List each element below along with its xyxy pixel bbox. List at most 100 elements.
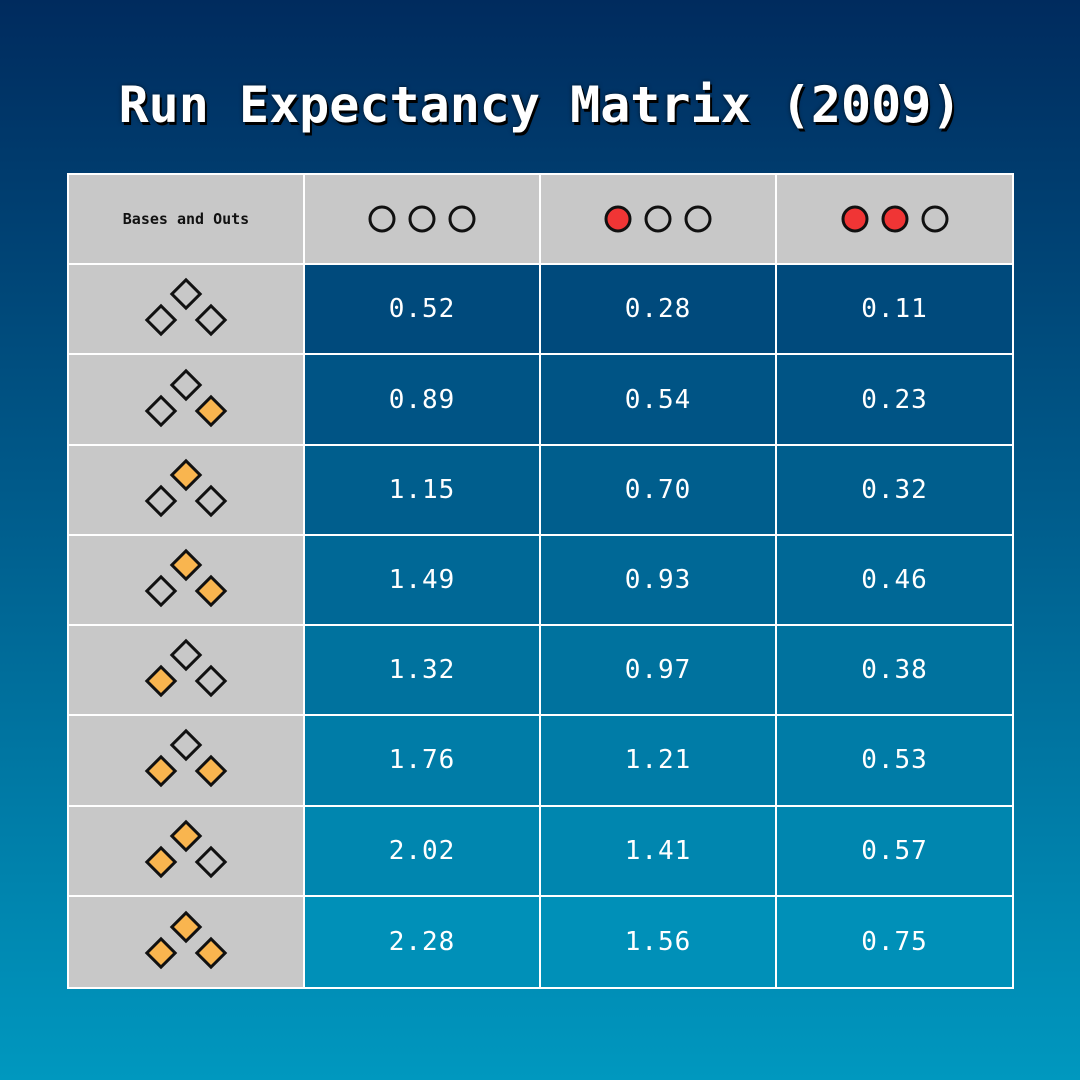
matrix-cell: 0.11 [777, 265, 1012, 356]
run-expectancy-value: 0.57 [861, 835, 928, 866]
third-base-empty [144, 574, 178, 608]
second-base-empty [169, 729, 203, 762]
outs-indicator-icon [368, 205, 476, 233]
matrix-cell: 0.38 [777, 626, 1012, 717]
run-expectancy-value: 0.89 [388, 384, 456, 415]
row-header-base-state [69, 626, 305, 717]
base-diamond-icon [144, 638, 228, 698]
base-diamond-icon [144, 729, 228, 788]
corner-label: Bases and Outs [122, 210, 250, 229]
matrix-cell: 0.32 [777, 445, 1012, 536]
out-empty-marker [408, 205, 436, 233]
run-expectancy-value: 0.28 [624, 294, 692, 325]
matrix-cell: 1.49 [305, 535, 541, 627]
first-base-occupied [194, 755, 228, 788]
first-base-occupied [194, 936, 228, 970]
third-base-occupied [144, 664, 178, 698]
first-base-empty [194, 664, 228, 698]
out-recorded-marker [841, 205, 868, 233]
row-header-base-state [69, 265, 305, 356]
out-empty-marker [921, 205, 948, 233]
run-expectancy-value: 0.70 [624, 474, 692, 505]
first-base-empty [194, 484, 228, 518]
out-empty-marker [368, 205, 396, 233]
header-corner-cell: Bases and Outs [69, 175, 305, 266]
matrix-cell: 0.53 [777, 716, 1012, 807]
row-header-base-state [69, 716, 305, 807]
run-expectancy-value: 0.75 [861, 926, 928, 957]
matrix-cell: 0.52 [305, 265, 541, 356]
matrix-cell: 0.75 [777, 896, 1012, 987]
third-base-occupied [144, 845, 178, 878]
run-expectancy-value: 1.41 [624, 835, 692, 866]
first-base-occupied [194, 394, 228, 427]
outs-indicator-icon [604, 205, 712, 233]
second-base-occupied [169, 548, 203, 582]
out-empty-marker [644, 205, 672, 233]
run-expectancy-value: 2.28 [388, 926, 456, 957]
base-diamond-icon [144, 819, 228, 878]
matrix-cell: 0.46 [777, 535, 1012, 627]
second-base-empty [169, 368, 203, 401]
out-empty-marker [684, 205, 712, 233]
matrix-cell: 0.70 [541, 445, 777, 536]
second-base-occupied [169, 819, 203, 852]
run-expectancy-value: 0.93 [624, 564, 692, 595]
run-expectancy-value: 0.54 [624, 384, 692, 415]
run-expectancy-value: 0.46 [861, 564, 928, 595]
third-base-empty [144, 484, 178, 518]
base-diamond-icon [144, 910, 228, 970]
column-header-2-outs [777, 175, 1012, 266]
third-base-occupied [144, 755, 178, 788]
matrix-cell: 1.56 [541, 896, 777, 987]
base-diamond-icon [144, 368, 228, 427]
base-diamond-icon [144, 278, 228, 337]
row-header-base-state [69, 806, 305, 897]
first-base-empty [194, 845, 228, 878]
row-header-base-state [69, 896, 305, 987]
matrix-cell: 0.54 [541, 355, 777, 446]
run-expectancy-value: 0.97 [624, 655, 692, 686]
chart-title: Run Expectancy Matrix (2009) [118, 76, 962, 134]
column-header-0-outs [305, 175, 541, 266]
run-expectancy-value: 2.02 [388, 835, 456, 866]
third-base-empty [144, 304, 178, 337]
run-expectancy-value: 1.56 [624, 926, 692, 957]
third-base-occupied [144, 936, 178, 970]
matrix-cell: 0.23 [777, 355, 1012, 446]
run-expectancy-value: 0.23 [861, 384, 928, 415]
outs-indicator-icon [841, 205, 948, 233]
run-expectancy-value: 1.76 [388, 745, 456, 776]
base-diamond-icon [144, 548, 228, 608]
second-base-occupied [169, 910, 203, 944]
matrix-cell: 0.93 [541, 535, 777, 627]
third-base-empty [144, 394, 178, 427]
out-recorded-marker [604, 205, 632, 233]
run-expectancy-value: 0.32 [861, 474, 928, 505]
matrix-cell: 0.28 [541, 265, 777, 356]
row-header-base-state [69, 355, 305, 446]
row-header-base-state [69, 535, 305, 627]
row-header-base-state [69, 445, 305, 536]
matrix-cell: 0.57 [777, 806, 1012, 897]
run-expectancy-value: 1.21 [624, 745, 692, 776]
matrix-cell: 0.89 [305, 355, 541, 446]
matrix-cell: 2.02 [305, 806, 541, 897]
matrix-cell: 1.32 [305, 626, 541, 717]
second-base-empty [169, 278, 203, 311]
run-expectancy-value: 1.32 [388, 655, 456, 686]
run-expectancy-table: Bases and Outs 0.52 0.28 0.11 0.89 0.54 0.23 1.… [67, 173, 1014, 989]
matrix-cell: 2.28 [305, 896, 541, 987]
out-recorded-marker [881, 205, 908, 233]
run-expectancy-value: 1.15 [388, 474, 456, 505]
second-base-occupied [169, 458, 203, 492]
run-expectancy-value: 0.11 [861, 294, 928, 325]
first-base-occupied [194, 574, 228, 608]
matrix-cell: 1.15 [305, 445, 541, 536]
column-header-1-outs [541, 175, 777, 266]
matrix-cell: 0.97 [541, 626, 777, 717]
run-expectancy-value: 0.53 [861, 745, 928, 776]
matrix-cell: 1.21 [541, 716, 777, 807]
out-empty-marker [448, 205, 476, 233]
run-expectancy-value: 0.52 [388, 294, 456, 325]
